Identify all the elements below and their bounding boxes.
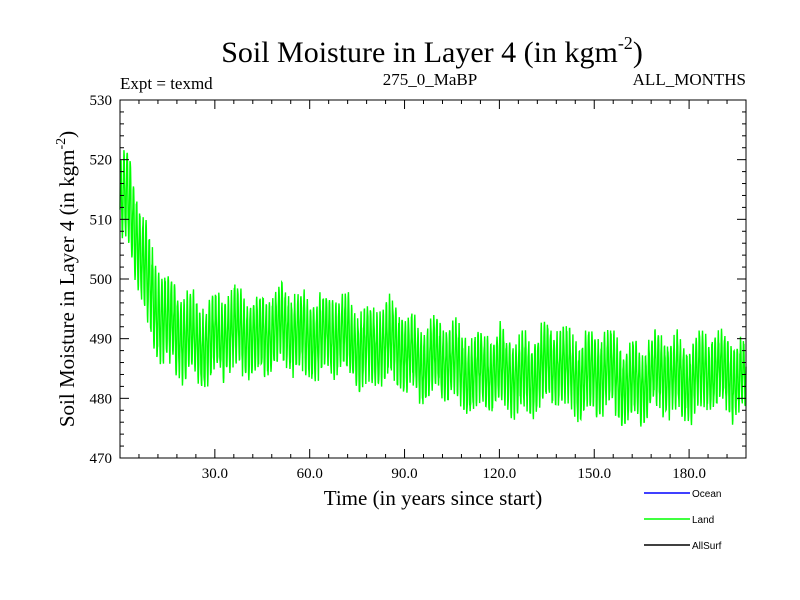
x-tick-label: 90.0 — [391, 466, 417, 482]
experiment-label: Expt = texmd — [120, 74, 213, 93]
plot-frame — [119, 99, 747, 459]
x-tick-label: 30.0 — [202, 466, 228, 482]
y-tick-label: 530 — [90, 93, 113, 109]
x-tick-label: 150.0 — [577, 466, 611, 482]
axis-ticks: 470 480 490 500 510 520 530 30.0 60.0 90.0 120.0 15… — [90, 93, 746, 482]
legend-label-allsurf: AllSurf — [692, 541, 722, 552]
x-axis-label: Time (in years since start) — [324, 486, 543, 510]
series-line-land — [119, 150, 747, 427]
y-tick-label: 510 — [90, 212, 113, 228]
x-tick-label: 120.0 — [483, 466, 517, 482]
months-label: ALL_MONTHS — [633, 70, 746, 89]
chart-title: Soil Moisture in Layer 4 (in kgm-2) — [221, 33, 643, 69]
x-tick-label: 60.0 — [297, 466, 323, 482]
plot-area — [119, 150, 747, 427]
y-tick-label: 470 — [90, 451, 113, 467]
y-tick-label: 490 — [90, 332, 113, 348]
x-tick-label: 180.0 — [672, 466, 706, 482]
legend-label-ocean: Ocean — [692, 489, 721, 500]
y-axis-label: Soil Moisture in Layer 4 (in kgm-2) — [54, 131, 79, 427]
y-tick-label: 500 — [90, 272, 113, 288]
y-tick-label: 480 — [90, 391, 113, 407]
legend-label-land: Land — [692, 515, 714, 526]
legend: Ocean Land AllSurf — [644, 489, 722, 552]
y-tick-label: 520 — [90, 153, 113, 169]
period-label: 275_0_MaBP — [383, 70, 477, 89]
